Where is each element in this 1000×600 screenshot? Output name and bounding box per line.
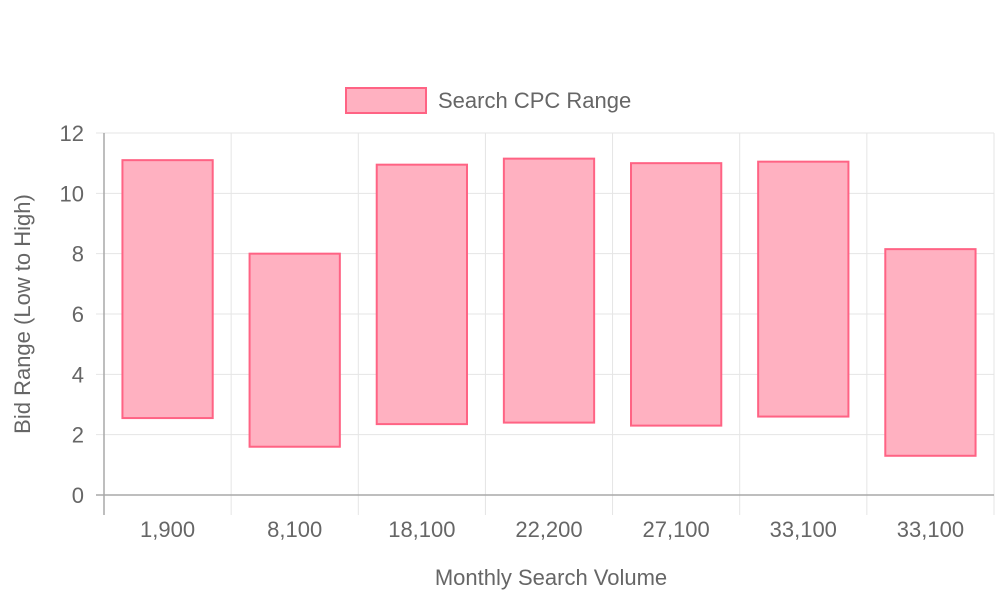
bar[interactable]: [248, 252, 341, 448]
y-tick-label: 4: [72, 362, 84, 387]
x-tick-label: 22,200: [515, 517, 582, 542]
bar[interactable]: [375, 163, 468, 426]
legend-label[interactable]: Search CPC Range: [438, 88, 631, 113]
x-tick-label: 33,100: [897, 517, 964, 542]
y-axis-title: Bid Range (Low to High): [10, 194, 35, 434]
y-tick-label: 0: [72, 483, 84, 508]
x-tick-label: 27,100: [642, 517, 709, 542]
y-tick-label: 8: [72, 242, 84, 267]
x-tick-label: 33,100: [770, 517, 837, 542]
legend[interactable]: Search CPC Range: [345, 87, 631, 114]
x-axis-title: Monthly Search Volume: [435, 565, 667, 590]
y-tick-label: 6: [72, 302, 84, 327]
y-tick-label: 12: [60, 121, 84, 146]
bar[interactable]: [884, 248, 977, 457]
x-tick-label: 1,900: [140, 517, 195, 542]
y-tick-label: 10: [60, 181, 84, 206]
x-tick-label: 18,100: [388, 517, 455, 542]
legend-swatch[interactable]: [345, 87, 427, 114]
bar[interactable]: [630, 162, 723, 427]
bar[interactable]: [757, 160, 850, 418]
y-tick-label: 2: [72, 423, 84, 448]
bars: [121, 157, 977, 457]
bar[interactable]: [121, 159, 214, 420]
bar[interactable]: [502, 157, 596, 424]
axes: [96, 133, 994, 515]
x-tick-label: 8,100: [267, 517, 322, 542]
tick-labels: 0 2 4 6 8 10 12 1,900 8,100 18,100 22,200 27,100 33,…: [60, 121, 965, 542]
